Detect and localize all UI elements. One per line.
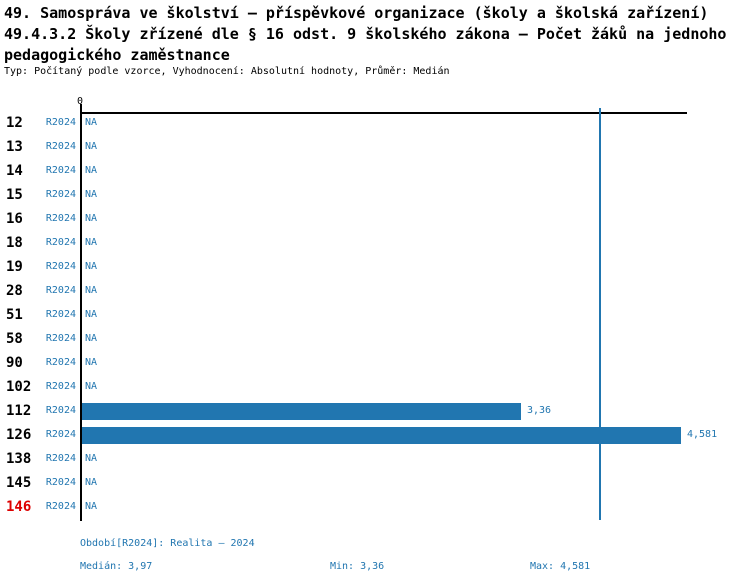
chart-row: 14 R2024 NA (0, 159, 750, 183)
row-category-label: 51 (6, 307, 23, 323)
row-value-label: NA (85, 189, 98, 200)
row-period-label: R2024 (45, 141, 76, 152)
median-reference-line (599, 108, 601, 520)
row-value-label: NA (85, 309, 98, 320)
report-title-line-2: 49.4.3.2 Školy zřízené dle § 16 odst. 9 … (4, 25, 727, 43)
chart-row: 15 R2024 NA (0, 183, 750, 207)
chart-row: 13 R2024 NA (0, 135, 750, 159)
row-period-label: R2024 (45, 285, 76, 296)
row-period-label: R2024 (45, 165, 76, 176)
stat-max: Max: 4,581 (530, 561, 591, 572)
row-period-label: R2024 (45, 309, 76, 320)
row-period-label: R2024 (45, 333, 76, 344)
row-value-label: NA (85, 237, 98, 248)
row-period-label: R2024 (45, 357, 76, 368)
row-value-label: NA (85, 381, 98, 392)
row-value-label: NA (85, 165, 98, 176)
row-category-label: 112 (6, 403, 32, 419)
row-category-label: 13 (6, 139, 23, 155)
chart-row: 18 R2024 NA (0, 231, 750, 255)
row-value-label: NA (85, 261, 98, 272)
row-value-label: NA (85, 357, 98, 368)
row-category-label: 12 (6, 115, 23, 131)
row-period-label: R2024 (45, 453, 76, 464)
row-category-label: 19 (6, 259, 23, 275)
report-title-line-1: 49. Samospráva ve školství – příspěvkové… (4, 4, 709, 22)
row-period-label: R2024 (45, 189, 76, 200)
chart-row: 19 R2024 NA (0, 255, 750, 279)
chart-row: 146 R2024 NA (0, 495, 750, 519)
row-value-label: NA (85, 213, 98, 224)
chart-row: 138 R2024 NA (0, 447, 750, 471)
row-value-label: NA (85, 117, 98, 128)
x-axis-tick-label-zero: 0 (76, 96, 84, 107)
report-title-line-3: pedagogického zaměstnance (4, 46, 230, 64)
period-info: Období[R2024]: Realita – 2024 (80, 538, 255, 549)
row-category-label: 145 (6, 475, 32, 491)
chart-row: 90 R2024 NA (0, 351, 750, 375)
bar (82, 403, 521, 420)
row-value-label: 3,36 (527, 405, 552, 416)
row-period-label: R2024 (45, 213, 76, 224)
row-value-label: NA (85, 501, 98, 512)
x-axis-line (80, 112, 687, 114)
chart-row: 58 R2024 NA (0, 327, 750, 351)
row-period-label: R2024 (45, 501, 76, 512)
row-category-label: 14 (6, 163, 23, 179)
row-category-label: 16 (6, 211, 23, 227)
row-period-label: R2024 (45, 117, 76, 128)
row-value-label: NA (85, 453, 98, 464)
row-category-label: 146 (6, 499, 32, 515)
row-category-label: 28 (6, 283, 23, 299)
row-period-label: R2024 (45, 237, 76, 248)
row-value-label: 4,581 (687, 429, 718, 440)
stat-median: Medián: 3,97 (80, 561, 153, 572)
chart-row: 51 R2024 NA (0, 303, 750, 327)
chart-row: 16 R2024 NA (0, 207, 750, 231)
row-value-label: NA (85, 141, 98, 152)
chart-row: 12 R2024 NA (0, 111, 750, 135)
report-subtitle: Typ: Počítaný podle vzorce, Vyhodnocení:… (4, 66, 450, 77)
row-value-label: NA (85, 285, 98, 296)
y-axis-line (80, 104, 82, 521)
row-category-label: 102 (6, 379, 32, 395)
row-category-label: 90 (6, 355, 23, 371)
row-period-label: R2024 (45, 429, 76, 440)
row-category-label: 58 (6, 331, 23, 347)
chart-row: 126 R2024 4,581 (0, 423, 750, 447)
chart-row: 28 R2024 NA (0, 279, 750, 303)
row-value-label: NA (85, 477, 98, 488)
bar (82, 427, 681, 444)
chart-row: 145 R2024 NA (0, 471, 750, 495)
row-category-label: 126 (6, 427, 32, 443)
row-category-label: 15 (6, 187, 23, 203)
row-category-label: 138 (6, 451, 32, 467)
stat-min: Min: 3,36 (330, 561, 385, 572)
row-period-label: R2024 (45, 477, 76, 488)
row-period-label: R2024 (45, 381, 76, 392)
report-title: 49. Samospráva ve školství – příspěvkové… (4, 3, 726, 66)
row-category-label: 18 (6, 235, 23, 251)
chart-row: 112 R2024 3,36 (0, 399, 750, 423)
chart-row: 102 R2024 NA (0, 375, 750, 399)
row-value-label: NA (85, 333, 98, 344)
row-period-label: R2024 (45, 405, 76, 416)
row-period-label: R2024 (45, 261, 76, 272)
